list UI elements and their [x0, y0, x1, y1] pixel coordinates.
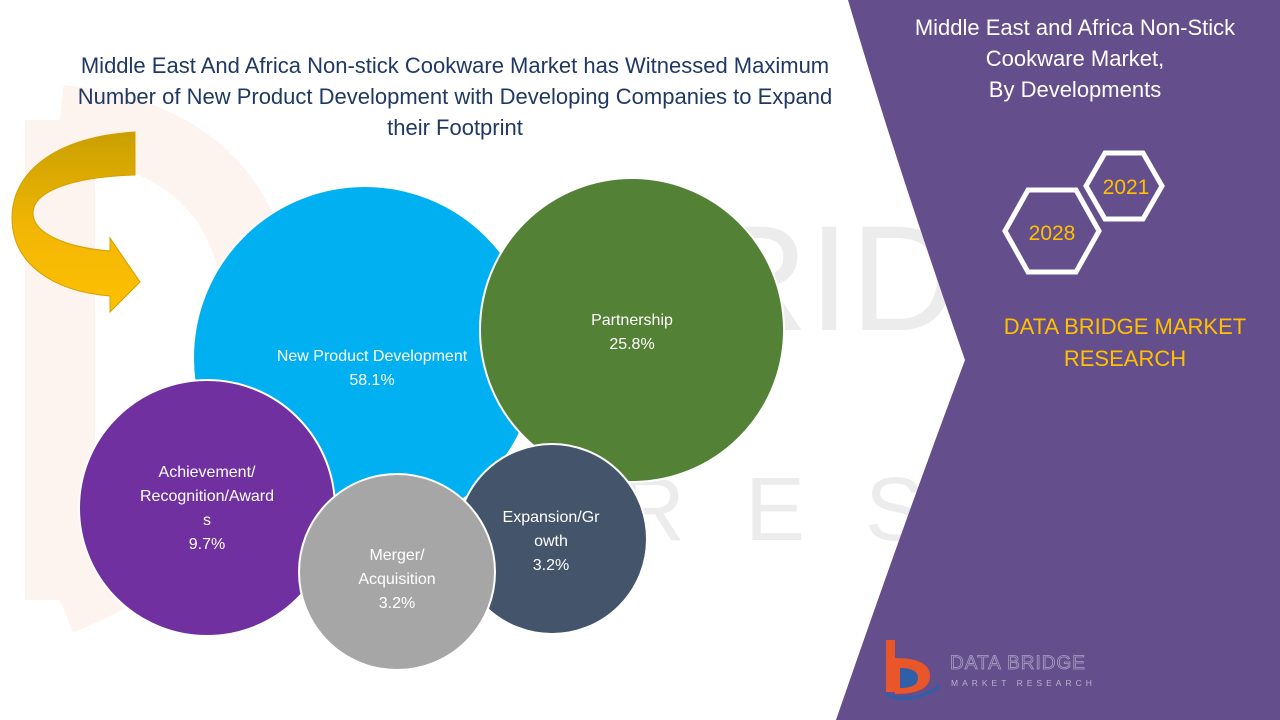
bubble-label-3-1: owth — [534, 533, 568, 550]
bubble-value-2: 9.7% — [189, 536, 225, 553]
bubble-4 — [298, 473, 496, 671]
bubble-label-4-0: Merger/ — [369, 547, 425, 564]
year-start-label: 2021 — [1103, 176, 1150, 199]
bubble-value-4: 3.2% — [379, 595, 415, 612]
bubble-label-4-1: Acquisition — [358, 571, 435, 588]
bubble-1 — [479, 177, 785, 483]
bubble-2 — [78, 379, 336, 637]
logo-mark-icon — [885, 640, 941, 700]
bubble-value-3: 3.2% — [533, 557, 569, 574]
bubble-value-0: 58.1% — [349, 372, 394, 389]
bubble-label-0-0: New Product Development — [277, 348, 468, 365]
bubble-label-3-0: Expansion/Gr — [503, 509, 601, 526]
bubble-label-2-2: s — [203, 512, 211, 529]
headline-line-3: their Footprint — [387, 115, 523, 140]
brand-line-1: DATA BRIDGE MARKET — [1003, 314, 1247, 339]
headline-line-2: Number of New Product Development with D… — [77, 84, 833, 109]
headline-line-1: Middle East And Africa Non-stick Cookwar… — [80, 53, 830, 78]
side-panel — [836, 0, 1280, 720]
bubble-value-1: 25.8% — [609, 336, 654, 353]
side-title-line-1: Middle East and Africa Non-Stick — [914, 15, 1236, 40]
year-end-label: 2028 — [1029, 222, 1076, 245]
side-title-line-2: Cookware Market, — [985, 46, 1165, 71]
hexagon-year-start — [1083, 150, 1165, 222]
hexagon-year-end — [1002, 187, 1102, 275]
logo-subtitle: MARKET RESEARCH — [951, 678, 1096, 688]
side-title-line-3: By Developments — [988, 77, 1162, 102]
bubble-label-2-1: Recognition/Award — [140, 488, 274, 505]
company-logo: DATA BRIDGE MARKET RESEARCH — [885, 640, 1096, 700]
brand-line-2: RESEARCH — [1063, 346, 1187, 371]
logo-name: DATA BRIDGE — [950, 653, 1086, 674]
brand-name: DATA BRIDGE MARKET RESEARCH — [960, 311, 1280, 375]
curved-arrow-icon — [11, 131, 141, 314]
bubble-label-2-0: Achievement/ — [159, 464, 256, 481]
side-panel-title: Middle East and Africa Non-Stick Cookwar… — [890, 12, 1260, 105]
bubble-label-1-0: Partnership — [591, 312, 673, 329]
headline: Middle East And Africa Non-stick Cookwar… — [30, 50, 880, 143]
